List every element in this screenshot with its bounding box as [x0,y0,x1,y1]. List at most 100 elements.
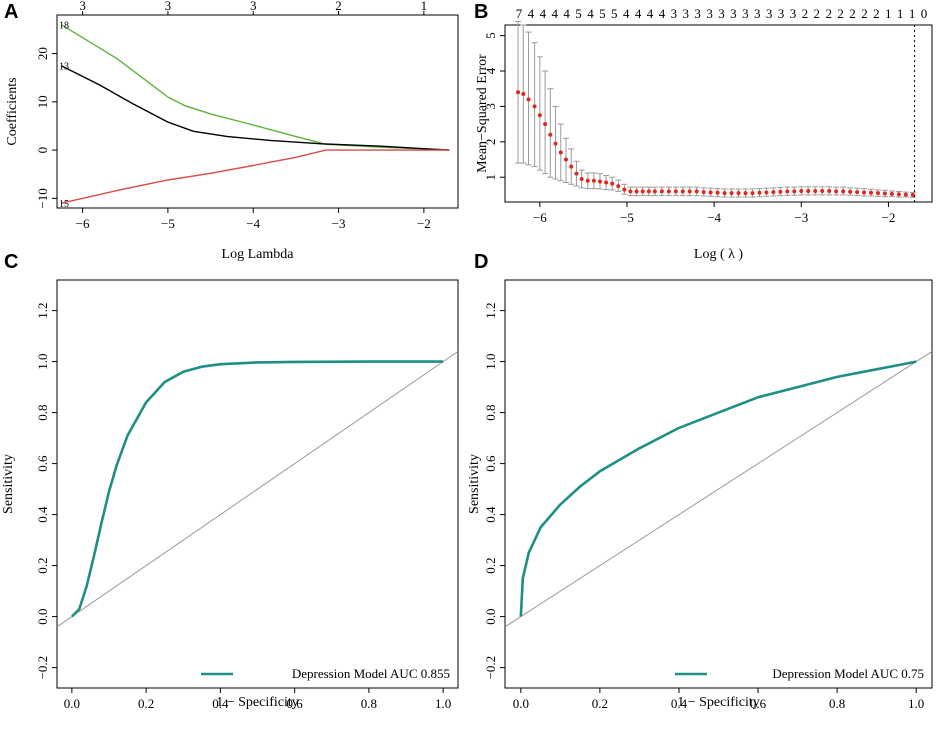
mse-point [548,132,553,137]
mse-point [659,189,664,194]
mse-point [628,189,633,194]
x-tick-label: 0.2 [138,696,154,711]
panel-d-roc-curve: 0.0 0.2 0.4 0.6 0.8 1.0 −0.2 0.0 0.2 0.4 0.6 0.8 1.0… [467,279,933,711]
mse-point [785,189,790,194]
top-label-nonzero-count: 1 [909,6,916,21]
y-tick-label: 2 [483,139,498,146]
roc-curve [70,360,444,618]
mse-point [792,189,797,194]
mse-point [708,190,713,195]
y-tick-label: 1.2 [35,302,50,318]
x-tick-label: 0.6 [750,696,767,711]
y-tick-label: −10 [35,188,50,208]
top-label-nonzero-count: 2 [837,6,844,21]
mse-point [869,190,873,195]
top-label-nonzero-count: 3 [754,6,761,21]
coefficient-path-label: 18 [59,21,69,32]
legend: Depression Model AUC 0.855 [201,666,450,681]
mse-point [896,192,901,197]
mse-point [616,184,621,189]
y-tick-label: 3 [483,103,498,110]
y-tick-label: 5 [483,32,498,39]
panel-a-lasso-coefficient-plot: −6 −5 −4 −3 −2 −10 0 10 20 Log Lambda Coefficients… [5,0,459,262]
top-label-nonzero-count: 3 [683,6,690,21]
y-tick-label: 0.0 [483,608,498,624]
mse-point [553,141,558,146]
y-tick-label: 0.8 [483,404,498,420]
top-label-nonzero-count: 2 [814,6,821,21]
coefficient-path-18 [60,24,450,151]
mse-point [694,189,699,194]
mse-point [564,157,568,162]
top-label-nonzero-count: 1 [897,6,904,21]
top-label-nonzero-count: 4 [528,6,535,21]
x-axis-label: 1 − Specificity [216,695,299,710]
mse-point [579,176,584,181]
top-label-nonzero-count: 3 [778,6,785,21]
mse-point [799,189,804,194]
y-tick-label: 1.0 [483,353,498,369]
mse-point [729,191,734,196]
top-label-nonzero-count: 2 [861,6,868,21]
top-label-nonzero-count: 2 [802,6,809,21]
roc-curve [519,360,917,617]
x-tick-label: −4 [707,210,721,225]
top-label-nonzero-count: 4 [623,6,630,21]
coefficient-path-15 [61,149,450,204]
top-tick-label: 3 [250,0,257,13]
y-tick-label: −0.2 [35,656,50,680]
y-tick-label: 1.0 [35,353,50,369]
mse-point [750,191,755,196]
top-label-nonzero-count: 3 [742,6,749,21]
y-axis-label: Coefficients [5,77,20,145]
mse-point [701,190,706,195]
mse-point [521,92,526,97]
mse-point [680,189,685,194]
plot-frame-c [56,279,459,689]
legend-label: Depression Model AUC 0.75 [772,666,924,681]
mse-point [743,191,748,196]
top-label-nonzero-count: 2 [873,6,880,21]
x-tick-label: 0.0 [513,696,529,711]
coefficient-path-13 [60,65,450,151]
mse-point [652,189,657,194]
x-tick-label: 1.0 [908,696,924,711]
top-label-nonzero-count: 5 [575,6,582,21]
y-axis-label: Mean−Squared Error [475,54,490,173]
top-label-nonzero-count: 4 [659,6,666,21]
mse-point [574,171,579,176]
mse-point [764,190,769,195]
x-tick-label: −4 [246,216,260,231]
x-tick-label: 0.8 [829,696,845,711]
y-tick-label: 0.6 [483,455,498,472]
mse-point [604,180,609,185]
mse-point [558,150,563,155]
y-tick-label: 0.6 [35,455,50,472]
mse-point [569,164,574,169]
plot-frame-a [56,14,459,209]
top-tick-label: 2 [335,0,342,13]
top-label-nonzero-count: 3 [671,6,678,21]
panel-letter-d: D [474,251,488,273]
x-tick-label: −3 [332,216,346,231]
top-label-nonzero-count: 5 [611,6,618,21]
top-label-nonzero-count: 4 [563,6,570,21]
x-tick-label: 0.4 [671,696,688,711]
mse-point [687,189,692,194]
mse-point [806,189,811,194]
top-label-nonzero-count: 4 [551,6,558,21]
top-label-nonzero-count: 3 [790,6,797,21]
y-tick-label: 0.0 [35,608,50,624]
top-label-nonzero-count: 4 [540,6,547,21]
top-tick-label: 1 [421,0,428,13]
y-axis-label: Sensitivity [467,454,482,514]
x-axis-label: Log Lambda [222,247,295,262]
x-tick-label: −2 [417,216,431,231]
top-label-nonzero-count: 4 [587,6,594,21]
mse-point [591,178,596,183]
mse-point [585,178,590,183]
panel-c-roc-curve: 0.0 0.2 0.4 0.6 0.8 1.0 −0.2 0.0 0.2 0.4 0.6 0.8 1.0… [1,279,459,711]
top-label-nonzero-count: 3 [718,6,725,21]
mse-point [622,187,627,192]
